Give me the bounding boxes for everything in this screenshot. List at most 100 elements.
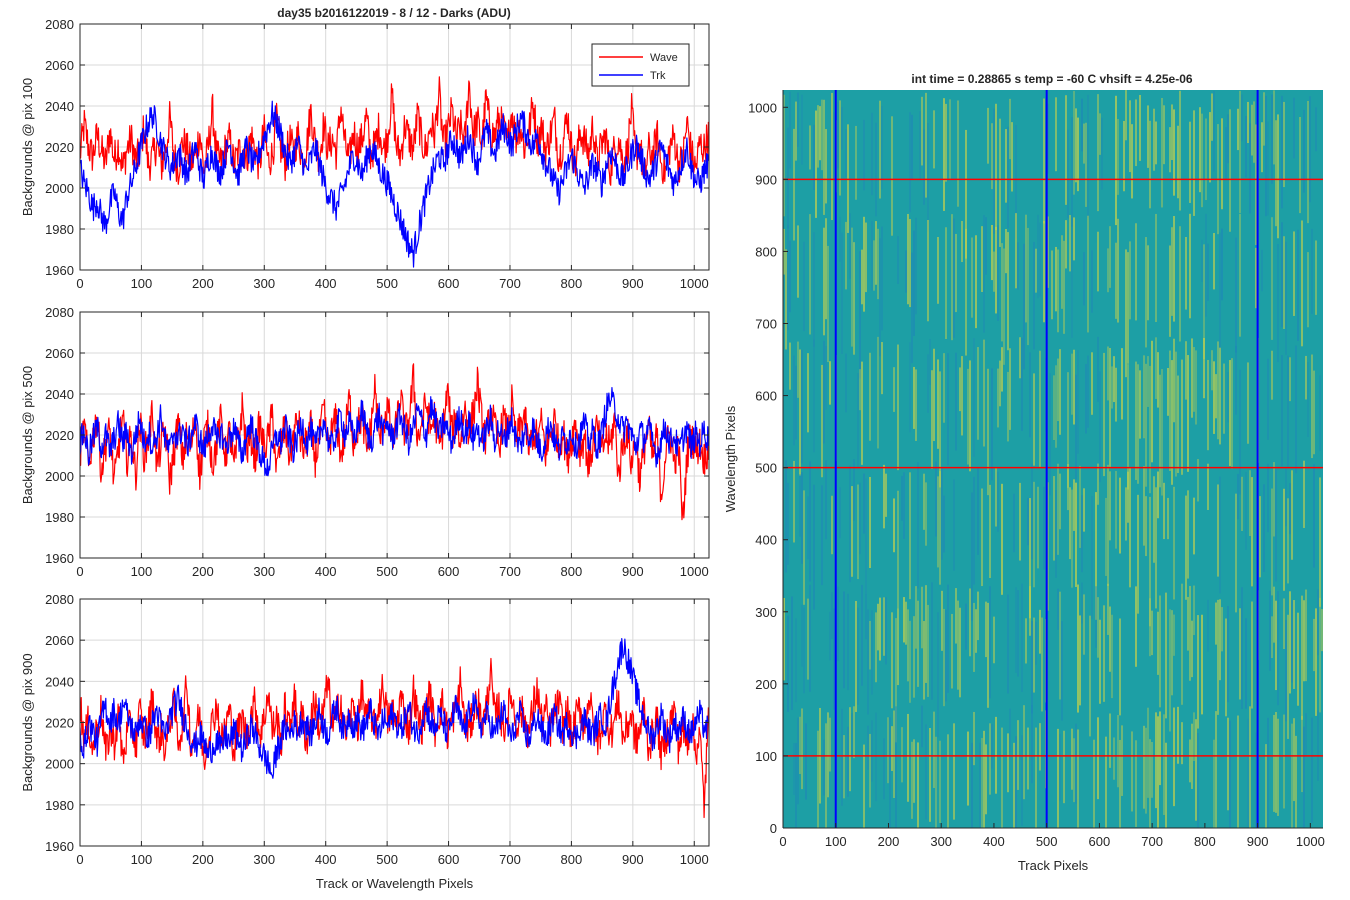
heatmap-streak: [1109, 606, 1111, 672]
heatmap-streak: [1255, 732, 1257, 828]
heatmap-streak: [1229, 360, 1231, 467]
heatmap-streak: [799, 349, 801, 476]
heatmap-streak: [893, 710, 895, 798]
heatmap-streak: [1119, 618, 1121, 716]
y-tick-label: 2040: [45, 674, 74, 689]
heatmap-streak: [991, 368, 993, 481]
heatmap-streak: [1119, 739, 1121, 828]
x-tick-label: 900: [622, 564, 644, 579]
heatmap-streak: [1167, 497, 1169, 540]
heatmap-streak: [1217, 484, 1219, 577]
heatmap-streak: [985, 744, 987, 815]
heatmap-streak: [873, 240, 875, 291]
heatmap-streak: [1261, 249, 1263, 292]
heatmap-streak: [1125, 90, 1127, 141]
heatmap-streak: [1187, 490, 1189, 579]
heatmap-streak: [875, 122, 877, 217]
heatmap-streak: [977, 591, 979, 641]
heatmap-streak: [917, 462, 919, 589]
heatmap-streak: [995, 467, 997, 527]
heatmap-streak: [813, 339, 815, 453]
heatmap-streak: [939, 371, 941, 488]
heatmap-streak: [1171, 610, 1173, 696]
heatmap-streak: [1159, 374, 1161, 488]
heatmap-streak: [965, 603, 967, 650]
heatmap-streak: [1207, 599, 1209, 652]
heatmap-streak: [943, 353, 945, 423]
heatmap-streak: [1113, 356, 1115, 403]
heatmap-streak: [1035, 727, 1037, 828]
heatmap-streak: [1225, 127, 1227, 179]
heatmap-streak: [1291, 470, 1293, 560]
heatmap-streak: [1067, 129, 1069, 219]
heatmap-streak: [1173, 216, 1175, 322]
heatmap-streak: [879, 597, 881, 661]
heatmap-streak: [1135, 223, 1137, 321]
heatmap-streak: [1147, 356, 1149, 407]
heatmap-streak: [1065, 95, 1067, 205]
heatmap-streak: [1099, 619, 1101, 704]
x-tick-label: 0: [76, 852, 83, 867]
heatmap-streak: [1081, 582, 1083, 624]
heatmap-streak: [953, 479, 955, 571]
heatmap-streak: [1051, 250, 1053, 320]
heatmap-streak: [1317, 710, 1319, 781]
y-tick-label: 2040: [45, 387, 74, 402]
heatmap-streak: [937, 476, 939, 568]
heatmap-streak: [1001, 347, 1003, 392]
heatmap-streak: [937, 612, 939, 738]
heatmap-streak: [955, 352, 957, 451]
heatmap-streak: [1033, 617, 1035, 693]
heatmap-streak: [985, 217, 987, 275]
heatmap-streak: [843, 735, 845, 799]
heatmap-streak: [909, 219, 911, 308]
heatmap-streak: [961, 356, 963, 436]
heatmap-streak: [953, 218, 955, 338]
heatmap-streak: [829, 611, 831, 661]
heatmap-streak: [1271, 350, 1273, 400]
heatmap-streak: [1127, 252, 1129, 364]
heatmap-streak: [1073, 738, 1075, 803]
x-tick-label: 400: [315, 276, 337, 291]
heatmap-streak: [1015, 125, 1017, 239]
y-tick-label: 2020: [45, 428, 74, 443]
heatmap-streak: [1113, 737, 1115, 780]
heatmap-streak: [1111, 366, 1113, 409]
heatmap-streak: [1265, 95, 1267, 217]
x-tick-label: 200: [192, 276, 214, 291]
heatmap-streak: [1053, 476, 1055, 561]
heatmap-streak: [1071, 353, 1073, 415]
y-tick-label: 2040: [45, 99, 74, 114]
heatmap-streak: [839, 100, 841, 196]
heatmap-streak: [1153, 476, 1155, 563]
heatmap-streak: [1245, 116, 1247, 178]
heatmap-streak: [1281, 95, 1283, 209]
x-tick-label: 800: [561, 564, 583, 579]
heatmap-streak: [1181, 583, 1183, 705]
x-tick-label: 300: [253, 276, 275, 291]
line-chart-pix-100: 0 100 200 300 400 500 600 700 800 900 1000 1960 1980…: [20, 17, 710, 291]
series-line-trk: [80, 387, 709, 477]
heatmap-streak: [1037, 214, 1039, 299]
heatmap-streak: [783, 94, 785, 217]
heatmap-streak: [1205, 213, 1207, 317]
heatmap-streak: [1001, 483, 1003, 595]
heatmap-streak: [1241, 476, 1243, 532]
heatmap-streak: [1239, 369, 1241, 495]
heatmap-streak: [995, 103, 997, 231]
heatmap-streak: [939, 471, 941, 585]
heatmap-streak: [1145, 363, 1147, 487]
heatmap-streak: [1213, 90, 1215, 172]
heatmap-streak: [1023, 705, 1025, 800]
heatmap-streak: [859, 251, 861, 379]
heatmap-streak: [1117, 118, 1119, 195]
heatmap-streak: [1135, 99, 1137, 167]
heatmap-streak: [1097, 231, 1099, 292]
heatmap-streak: [1195, 350, 1197, 425]
heatmap-streak: [1305, 713, 1307, 755]
heatmap-streak: [843, 591, 845, 689]
heatmap-streak: [1095, 586, 1097, 648]
heatmap-streak: [797, 341, 799, 398]
heatmap-streak: [983, 215, 985, 333]
heatmap-streak: [1171, 227, 1173, 316]
